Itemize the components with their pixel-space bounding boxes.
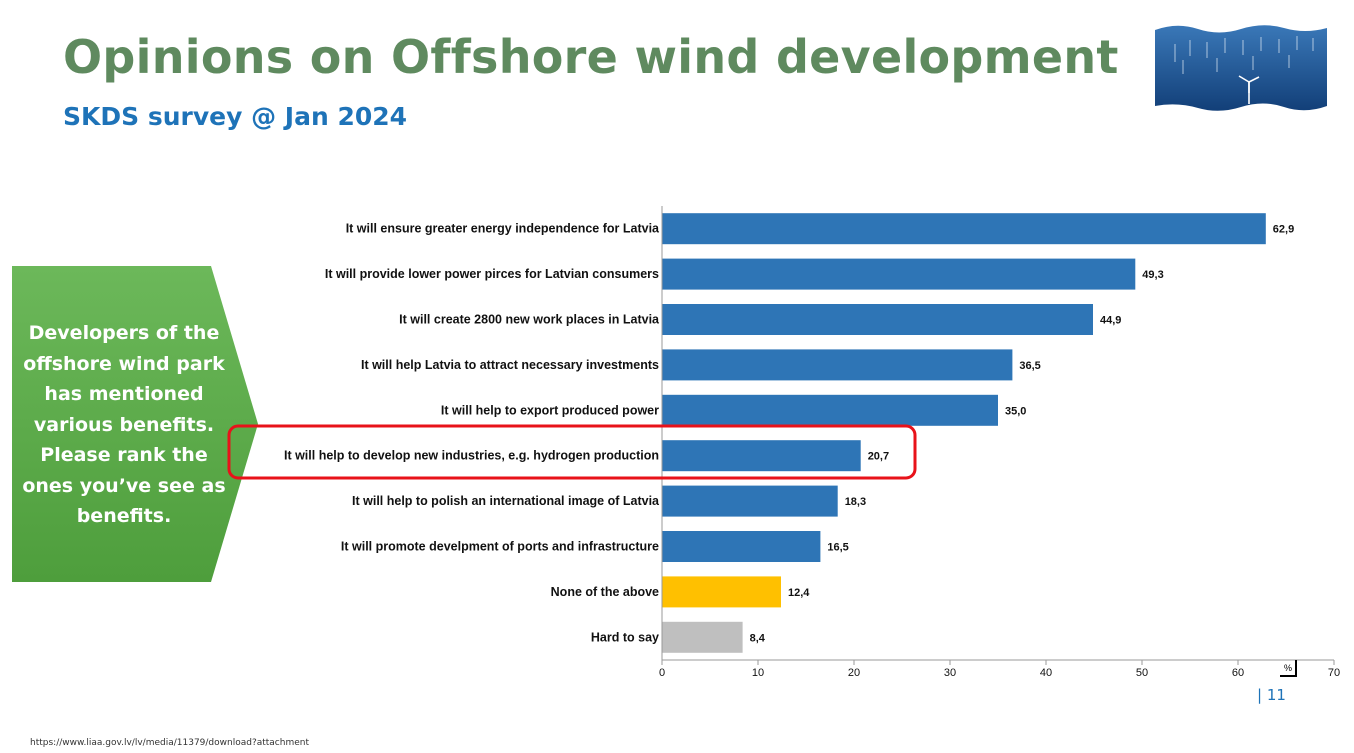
value-label: 20,7 bbox=[868, 451, 889, 463]
category-label: It will create 2800 new work places in L… bbox=[399, 313, 660, 327]
value-label: 35,0 bbox=[1005, 405, 1026, 417]
callout-arrow-shape bbox=[12, 266, 258, 582]
x-tick-label: 0 bbox=[659, 667, 665, 679]
ticks-layer: 0 10 20 30 40 50 60 70 bbox=[659, 660, 1340, 679]
bar bbox=[662, 531, 821, 562]
slide-title: Opinions on Offshore wind development bbox=[63, 30, 1119, 84]
highlight-box bbox=[227, 424, 917, 480]
category-label: It will help to develop new industries, … bbox=[284, 449, 659, 463]
callout-text: Developers of the offshore wind park has… bbox=[22, 322, 226, 527]
slide-subtitle: SKDS survey @ Jan 2024 bbox=[63, 102, 408, 131]
bar bbox=[662, 258, 1136, 290]
bar bbox=[662, 485, 838, 517]
x-tick-label: 60 bbox=[1232, 667, 1244, 679]
page-number: | 11 bbox=[1257, 686, 1286, 704]
value-label: 49,3 bbox=[1142, 269, 1163, 281]
category-label: It will promote develpment of ports and … bbox=[341, 540, 659, 554]
x-tick-label: 10 bbox=[752, 667, 764, 679]
unit-label-box: % bbox=[1280, 660, 1297, 677]
value-label: 44,9 bbox=[1100, 315, 1121, 327]
value-label: 18,3 bbox=[845, 496, 866, 508]
category-label: It will provide lower power pirces for L… bbox=[325, 267, 659, 281]
bar bbox=[662, 213, 1266, 245]
category-label: It will help to polish an international … bbox=[352, 494, 660, 508]
category-label: It will help to export produced power bbox=[441, 403, 659, 417]
category-label: Hard to say bbox=[591, 630, 659, 644]
bar bbox=[662, 621, 743, 653]
value-label: 16,5 bbox=[827, 542, 848, 554]
x-tick-label: 70 bbox=[1328, 667, 1340, 679]
offshore-wind-farm-image bbox=[1155, 25, 1327, 111]
category-label: None of the above bbox=[551, 585, 659, 599]
source-url: https://www.liaa.gov.lv/lv/media/11379/d… bbox=[30, 738, 309, 748]
bars-layer: It will ensure greater energy independen… bbox=[284, 213, 1294, 653]
x-tick-label: 50 bbox=[1136, 667, 1148, 679]
unit-label: % bbox=[1284, 663, 1292, 673]
x-tick-label: 20 bbox=[848, 667, 860, 679]
bar bbox=[662, 440, 861, 472]
bar bbox=[662, 576, 781, 608]
bar bbox=[662, 394, 998, 426]
bar bbox=[662, 349, 1013, 381]
value-label: 36,5 bbox=[1019, 360, 1040, 372]
x-tick-label: 40 bbox=[1040, 667, 1052, 679]
category-label: It will help Latvia to attract necessary… bbox=[361, 358, 659, 372]
x-tick-label: 30 bbox=[944, 667, 956, 679]
bar bbox=[662, 304, 1093, 335]
value-label: 12,4 bbox=[788, 587, 810, 599]
category-label: It will ensure greater energy independen… bbox=[346, 222, 660, 236]
value-label: 8,4 bbox=[750, 632, 766, 644]
value-label: 62,9 bbox=[1273, 224, 1294, 236]
